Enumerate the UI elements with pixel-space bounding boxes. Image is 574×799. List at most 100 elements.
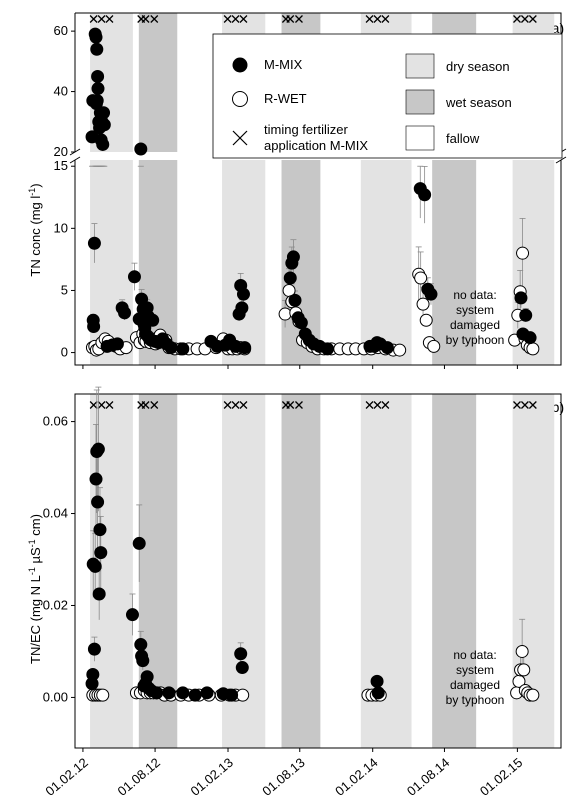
panel-b-m-mix-point bbox=[87, 642, 101, 656]
panel-b-r-wet-point bbox=[515, 644, 529, 658]
panel-b-r-wet-point bbox=[526, 688, 540, 702]
x-tick-label: 01.02.15 bbox=[477, 755, 525, 799]
panel-a-m-mix-point bbox=[294, 316, 308, 330]
panel-b-m-mix-point bbox=[86, 667, 100, 681]
panel-a-m-mix-point bbox=[236, 287, 250, 301]
panel-a-fertilizer-marker bbox=[295, 15, 303, 23]
panel-a-r-wet-point bbox=[526, 342, 540, 356]
panel-a-ytick-label: 60 bbox=[54, 23, 68, 38]
panel-b-m-mix-point bbox=[134, 638, 148, 652]
panel-b: TN/EC (mg N L-1 µS-1 cm) (b) 0.000.020.0… bbox=[27, 386, 564, 799]
panel-a-ytick-label: 10 bbox=[54, 220, 68, 235]
panel-b-m-mix-point bbox=[91, 495, 105, 509]
panel-b-m-mix-point bbox=[92, 587, 106, 601]
panel-a-fertilizer-marker bbox=[223, 15, 232, 23]
panel-a-ytick-label: 40 bbox=[54, 84, 68, 99]
panel-a-note-line: no data: bbox=[453, 288, 496, 302]
legend-swatch-dry bbox=[405, 53, 435, 79]
panel-b-note-line: no data: bbox=[453, 648, 496, 662]
legend-label-r-wet: R-WET bbox=[264, 91, 307, 106]
panel-a-m-mix-point bbox=[321, 342, 335, 356]
panel-a-m-mix-point bbox=[514, 291, 528, 305]
panel-b-fertilizer-marker bbox=[223, 401, 232, 409]
panel-a-m-mix-point bbox=[127, 270, 141, 284]
panel-b-m-mix-point bbox=[225, 688, 239, 702]
panel-b-fertilizer-marker bbox=[365, 401, 374, 409]
panel-a-fertilizer-marker bbox=[528, 15, 537, 23]
panel-a-r-wet-point bbox=[414, 271, 428, 285]
panel-b-m-mix-point bbox=[89, 472, 103, 486]
panel-b-m-mix-point bbox=[370, 674, 384, 688]
panel-a-m-mix-point bbox=[91, 82, 105, 96]
panel-b-fertilizer-marker bbox=[97, 401, 106, 409]
legend-label-m-mix: M-MIX bbox=[264, 57, 303, 72]
x-tick-label: 01.02.12 bbox=[42, 755, 90, 799]
panel-b-season-band-wet bbox=[432, 394, 477, 748]
panel-b-m-mix-point bbox=[132, 536, 146, 550]
panel-a-fertilizer-marker bbox=[381, 15, 390, 23]
legend: M-MIX R-WET timing fertilizer applicatio… bbox=[212, 33, 563, 159]
panel-a-m-mix-point bbox=[424, 287, 438, 301]
panel-a-ylabel-end: ) bbox=[28, 183, 43, 187]
panel-b-m-mix-point bbox=[162, 686, 176, 700]
panel-b-m-mix-point bbox=[93, 523, 107, 537]
panel-a-ylabel-sup: -1 bbox=[27, 188, 37, 196]
panel-a-ylabel: TN conc (mg l-1) bbox=[27, 183, 43, 276]
panel-a-ylabel-main: TN conc (mg l bbox=[28, 196, 43, 277]
panel-a-ytick-label: 20 bbox=[54, 144, 68, 159]
x-tick-label: 01.08.13 bbox=[259, 755, 307, 799]
panel-a-r-wet-point bbox=[427, 339, 441, 353]
panel-a-fertilizer-marker bbox=[141, 15, 150, 23]
panel-a-m-mix-point bbox=[380, 341, 394, 355]
panel-b-m-mix-point bbox=[91, 442, 105, 456]
panel-a-m-mix-point bbox=[523, 331, 537, 345]
legend-marker-m-mix bbox=[232, 57, 248, 73]
panel-b-r-wet-point bbox=[96, 688, 110, 702]
panel-b-ylabel-sup1: -1 bbox=[27, 567, 37, 575]
x-tick-label: 01.02.13 bbox=[188, 755, 236, 799]
panel-a-r-wet-point bbox=[419, 313, 433, 327]
panel-b-m-mix-point bbox=[88, 559, 102, 573]
x-tick-label: 01.08.14 bbox=[404, 755, 452, 799]
panel-b-fertilizer-marker bbox=[381, 401, 390, 409]
panel-b-m-mix-point bbox=[188, 688, 202, 702]
panel-b-note-line: system bbox=[456, 663, 494, 677]
panel-b-m-mix-point bbox=[136, 654, 150, 668]
panel-a-m-mix-point bbox=[118, 306, 132, 320]
panel-a-m-mix-point bbox=[176, 342, 190, 356]
panel-a-m-mix-point bbox=[519, 308, 533, 322]
panel-a-r-wet-point bbox=[516, 246, 530, 260]
panel-b-m-mix-point bbox=[140, 670, 154, 684]
panel-a-m-mix-point bbox=[238, 341, 252, 355]
panel-a-fertilizer-marker bbox=[373, 15, 382, 23]
panel-b-fertilizer-marker bbox=[286, 401, 295, 409]
panel-b-ylabel-main: TN/EC (mg N L bbox=[28, 575, 43, 664]
panel-a-m-mix-point bbox=[89, 30, 103, 44]
x-tick-label: 01.08.12 bbox=[115, 755, 163, 799]
legend-swatch-fallow bbox=[405, 125, 435, 151]
panel-a-m-mix-point bbox=[235, 301, 249, 315]
panel-b-ytick-label: 0.06 bbox=[43, 414, 68, 429]
panel-a-fertilizer-marker bbox=[150, 15, 159, 23]
panel-b-m-mix-point bbox=[94, 546, 108, 560]
panel-a-ytick-label: 0 bbox=[61, 345, 68, 360]
panel-a-ytick-label: 5 bbox=[61, 282, 68, 297]
panel-b-ylabel: TN/EC (mg N L-1 µS-1 cm) bbox=[27, 514, 43, 664]
legend-label-fertilizer-1: timing fertilizer bbox=[264, 122, 348, 137]
x-tick-label: 01.02.14 bbox=[332, 755, 380, 799]
panel-b-fertilizer-marker bbox=[373, 401, 382, 409]
panel-a-ytick-label: 15 bbox=[54, 158, 68, 173]
panel-a-m-mix-point bbox=[164, 341, 178, 355]
panel-b-ytick-label: 0.04 bbox=[43, 506, 68, 521]
panel-b-note-line: by typhoon bbox=[446, 693, 505, 707]
panel-b-ylabel-sup2: -1 bbox=[27, 539, 37, 547]
panel-a-fertilizer-marker bbox=[239, 15, 248, 23]
panel-a-m-mix-point bbox=[418, 188, 432, 202]
panel-a-fertilizer-marker bbox=[520, 15, 529, 23]
panel-a-fertilizer-marker bbox=[97, 15, 106, 23]
panel-a-m-mix-point bbox=[87, 236, 101, 250]
panel-a-r-wet-point bbox=[393, 343, 407, 357]
panel-a-m-mix-point bbox=[91, 69, 105, 83]
panel-b-fertilizer-marker bbox=[528, 401, 537, 409]
